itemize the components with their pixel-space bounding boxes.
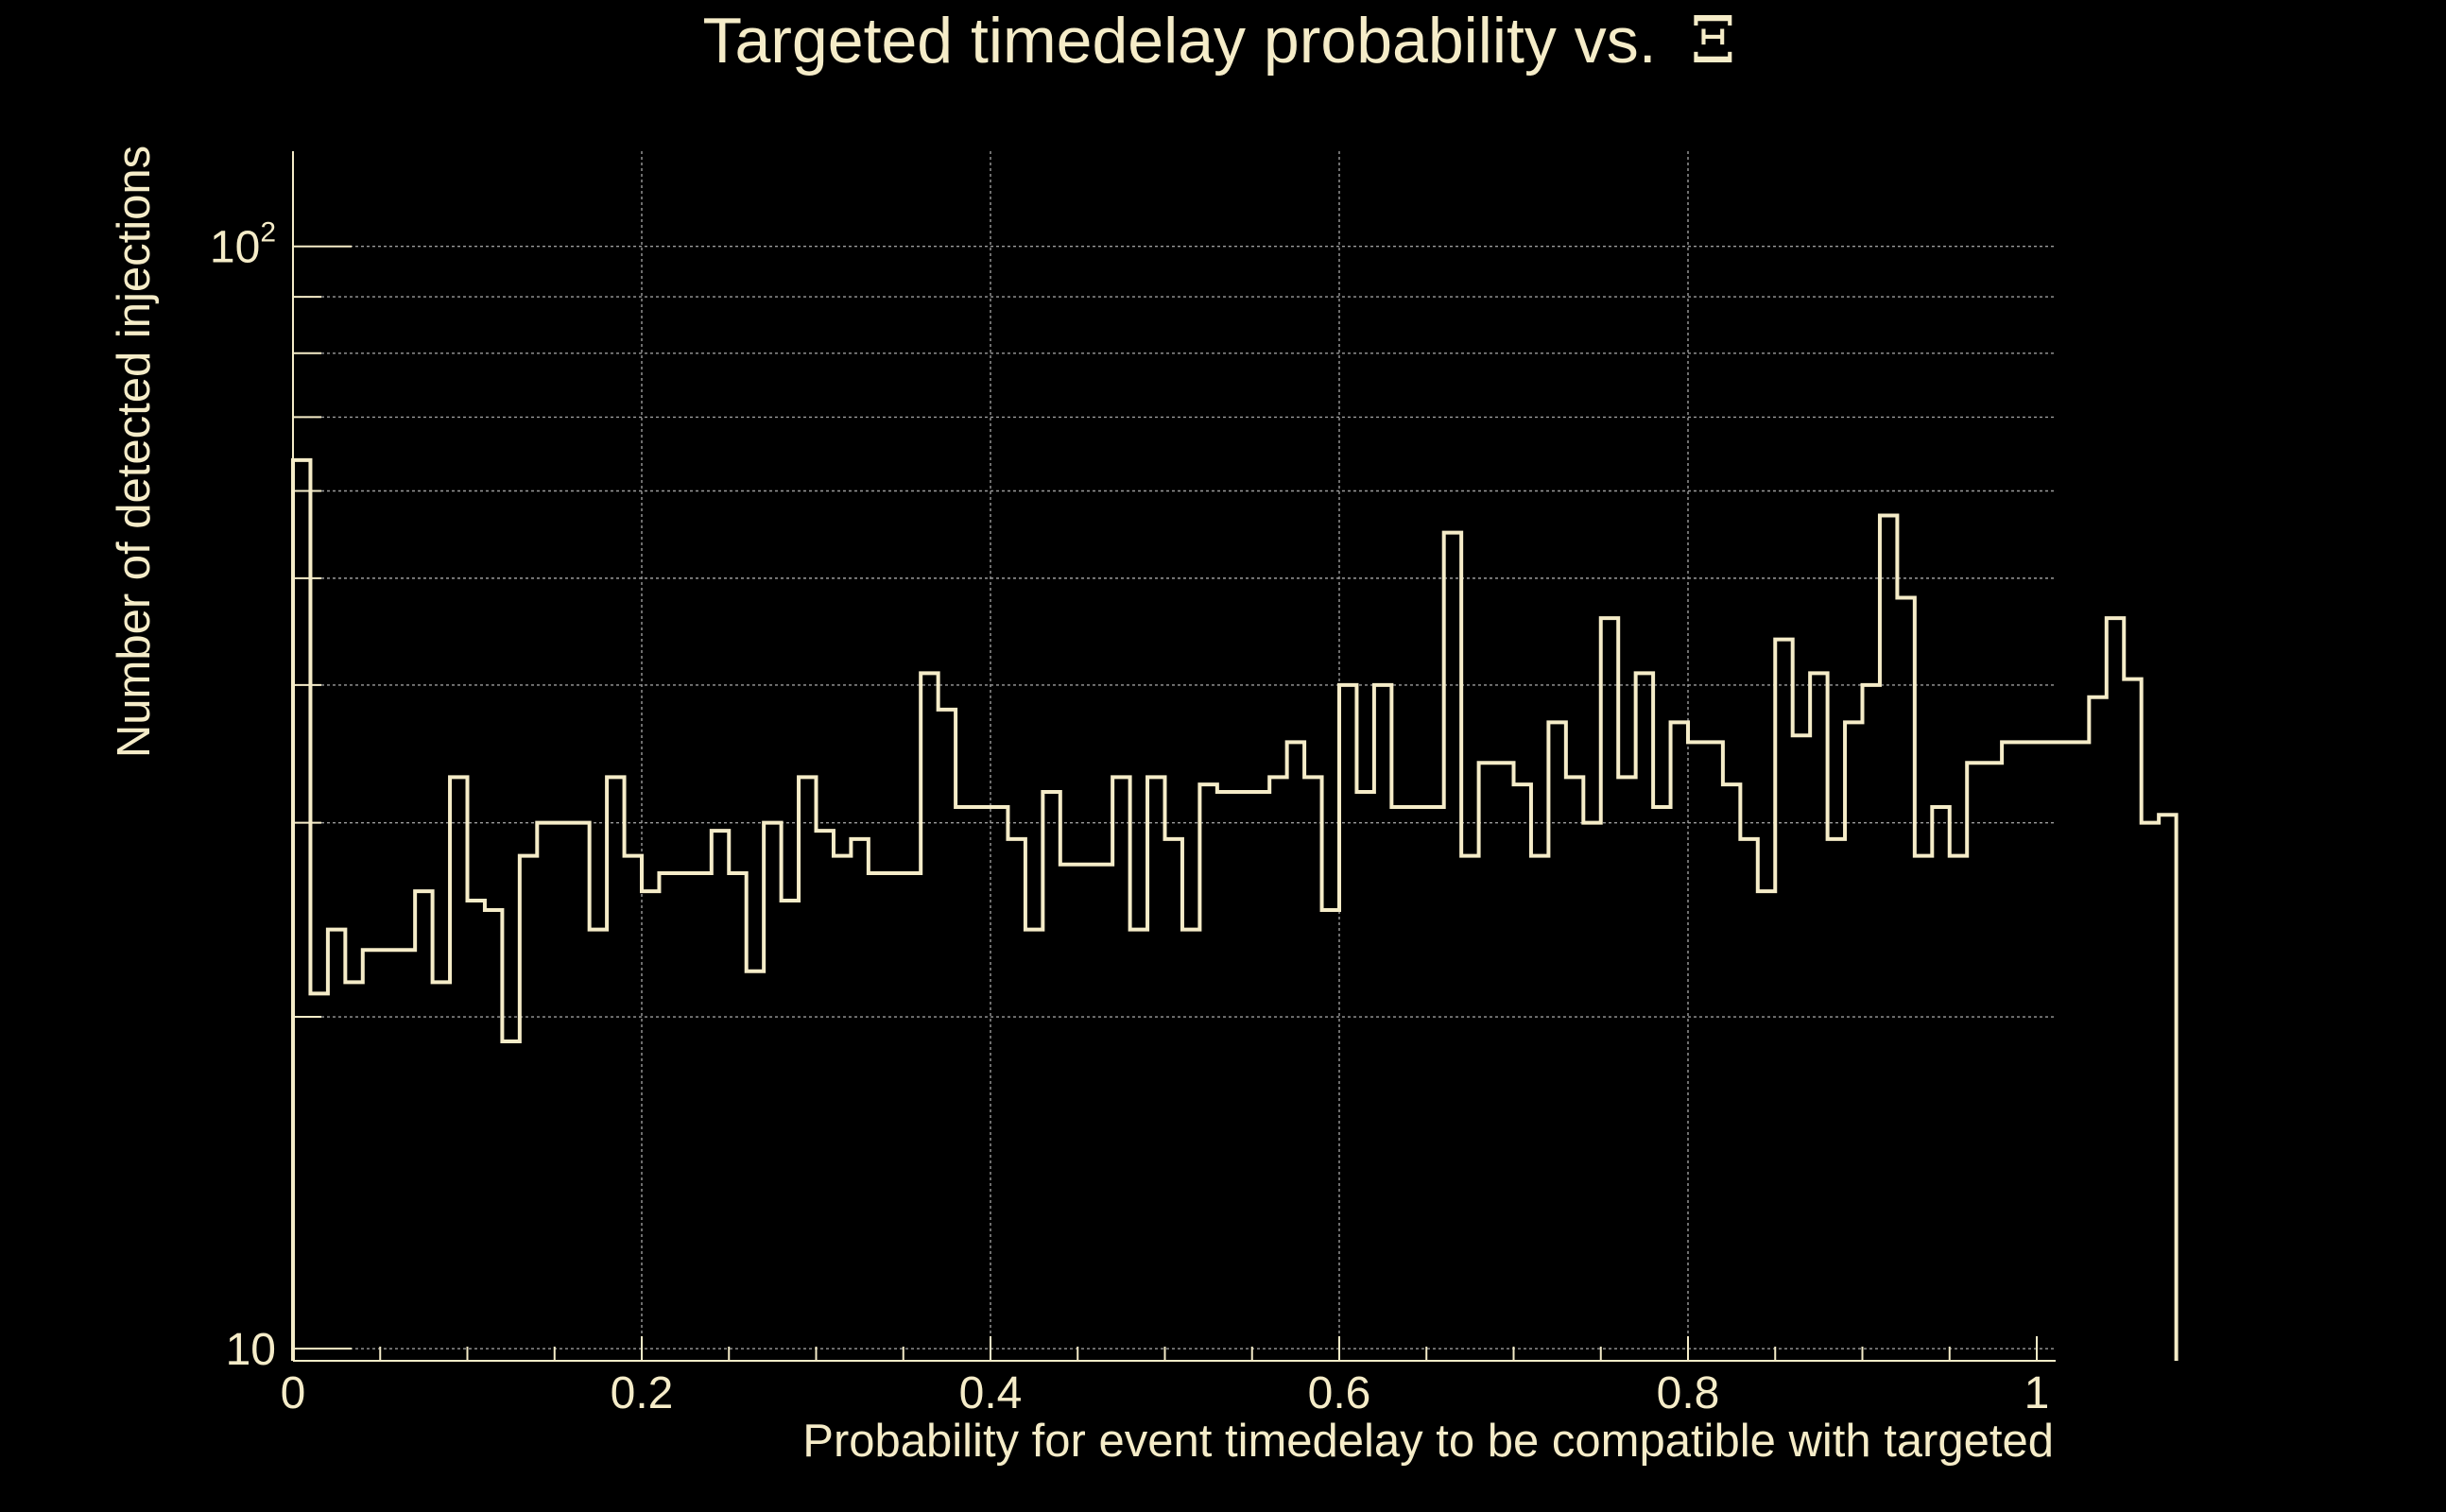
y-tick-base: 10 (226, 1325, 276, 1375)
chart-title-text: Targeted timedelay probability vs. (702, 5, 1656, 77)
histogram-series (291, 457, 2179, 1361)
grid-lines (293, 151, 2056, 1361)
x-tick-label: 1 (2024, 1368, 2050, 1418)
x-axis-label: Probability for event timedelay to be co… (802, 1416, 2054, 1467)
x-tick-label: 0 (281, 1368, 306, 1418)
y-tick-label: 10 (226, 1325, 276, 1375)
xi-symbol: Ξ (1691, 4, 1736, 78)
y-tick-base: 10 (210, 223, 260, 273)
y-axis-label: Number of detected injections (109, 146, 160, 758)
x-tick-label: 0.6 (1308, 1368, 1371, 1418)
ticks (292, 245, 2038, 1361)
y-tick-label: 102 (210, 217, 276, 273)
chart-title: Targeted timedelay probability vs. Ξ (702, 4, 1735, 78)
y-tick-exponent: 2 (260, 217, 276, 249)
x-tick-label: 0.4 (959, 1368, 1023, 1418)
x-tick-label: 0.2 (611, 1368, 674, 1418)
x-tick-label: 0.8 (1657, 1368, 1720, 1418)
